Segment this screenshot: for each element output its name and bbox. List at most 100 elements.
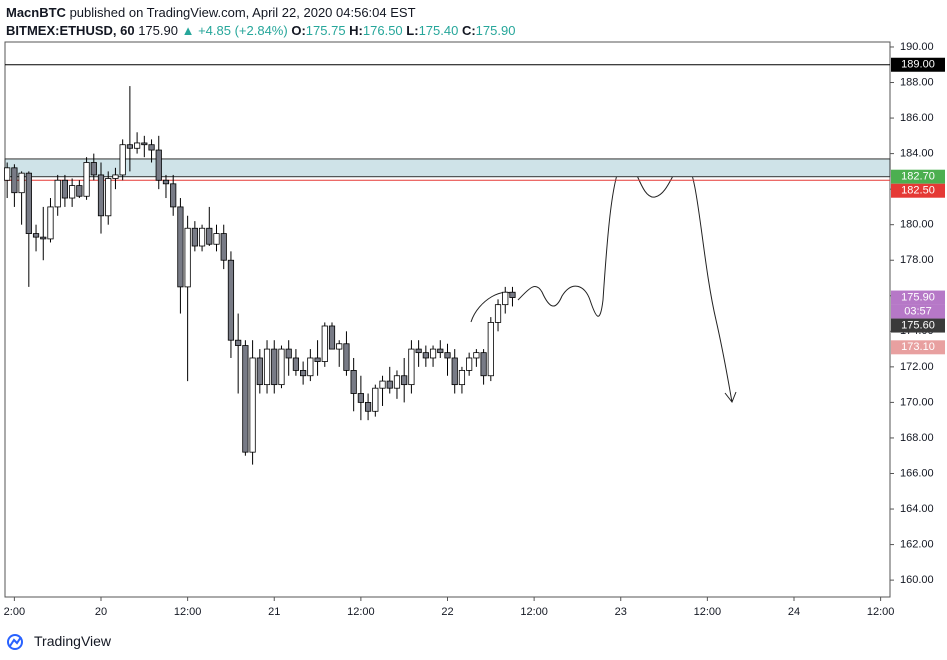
candle-body — [437, 348, 444, 354]
y-tick-label: 166.00 — [900, 467, 934, 479]
candle-body — [415, 348, 422, 354]
candle-body — [249, 357, 256, 453]
candle-body — [328, 325, 336, 350]
candle-body — [451, 357, 458, 386]
price-label: 173.10 — [891, 340, 945, 355]
price-label-box — [891, 340, 945, 355]
candle-body — [112, 174, 119, 179]
price-label-box — [891, 183, 945, 198]
price-label-text: 189.00 — [901, 59, 935, 71]
price-label-text: 175.60 — [901, 319, 935, 331]
candle-body — [307, 357, 314, 377]
candle-body — [11, 167, 18, 194]
price-label: 175.60 — [891, 318, 945, 333]
candle-body — [32, 233, 40, 238]
candle-body — [83, 162, 90, 197]
candle-body — [97, 174, 105, 217]
price-label: 189.00 — [891, 57, 945, 72]
x-tick-label: 12:00 — [520, 606, 548, 618]
candle-body — [256, 357, 263, 386]
x-tick-label: 22 — [441, 606, 453, 618]
candle-body — [47, 206, 54, 240]
candle-body — [242, 345, 249, 453]
x-tick-label: 12:00 — [867, 606, 895, 618]
y-tick-label: 178.00 — [900, 254, 934, 266]
candle-body — [18, 172, 25, 194]
y-tick-label: 186.00 — [900, 112, 934, 124]
y-tick-label: 180.00 — [900, 219, 934, 231]
candle-body — [198, 227, 206, 247]
candle-body — [480, 352, 487, 377]
x-tick-label: 21 — [268, 606, 280, 618]
candle-body — [155, 149, 162, 181]
x-tick-label: 20 — [95, 606, 107, 618]
candle-body — [220, 233, 227, 261]
candle-body — [444, 352, 451, 359]
candle-body — [263, 348, 271, 386]
x-tick-label: 24 — [788, 606, 800, 618]
price-label-box — [891, 318, 945, 333]
candle-body — [292, 357, 300, 371]
candle-body — [386, 380, 393, 389]
ohlc-value: 175.90 — [475, 23, 516, 38]
published: published on TradingView.com, April 22, … — [69, 5, 416, 20]
candle-body — [227, 259, 235, 341]
candle-body — [25, 172, 32, 234]
y-tick-label: 164.00 — [900, 503, 934, 515]
candle-body — [502, 291, 509, 306]
candle-body — [372, 387, 379, 412]
y-tick-label: 172.00 — [900, 361, 934, 373]
candle-body — [90, 162, 97, 176]
candle-body — [61, 179, 69, 199]
candle-body — [54, 179, 61, 208]
candle-body — [401, 375, 408, 386]
ohlc-key: O: — [291, 23, 306, 38]
y-tick-label: 170.00 — [900, 396, 934, 408]
ohlc-value: 175.75 — [305, 23, 346, 38]
price-label-text: 175.90 — [901, 291, 935, 303]
ohlc-value: 175.40 — [418, 23, 459, 38]
price-label-box — [891, 290, 945, 305]
candle-body — [494, 304, 502, 323]
price-label: 175.90 03:57 — [891, 290, 945, 319]
x-tick-label: 12:00 — [694, 606, 722, 618]
footer: TradingView — [34, 633, 111, 649]
x-tick-label: 23 — [615, 606, 627, 618]
ohlc-key: H: — [349, 23, 363, 38]
candle-body — [429, 348, 437, 359]
candle-body — [285, 348, 292, 359]
ohlc-key: L: — [406, 23, 419, 38]
y-tick-label: 184.00 — [900, 148, 934, 160]
candle-body — [466, 357, 473, 371]
candle-body — [321, 325, 328, 362]
candle-body — [235, 339, 242, 346]
candle-body — [162, 179, 170, 185]
candle-body — [105, 178, 112, 217]
ohlc-key: C: — [461, 23, 476, 38]
header: MacnBTC published on TradingView.com, Ap… — [6, 4, 515, 40]
y-tick-label: 160.00 — [900, 574, 934, 586]
candle-body — [184, 227, 191, 288]
candle-body — [126, 144, 133, 149]
countdown-box — [891, 304, 945, 319]
plot-frame — [4, 41, 891, 598]
symbol: BITMEX:ETHUSD, 60 — [6, 23, 135, 38]
candle-body — [408, 348, 415, 386]
candle-body — [314, 357, 321, 362]
price-label-box — [891, 57, 945, 72]
x-tick-label: 2:00 — [4, 606, 25, 618]
candle-body — [350, 370, 357, 394]
candle-body — [300, 370, 307, 377]
candle-body — [487, 322, 494, 377]
x-tick-label: 12:00 — [174, 606, 202, 618]
countdown-text: 03:57 — [904, 305, 932, 317]
x-tick-label: 12:00 — [347, 606, 375, 618]
candle-body — [473, 352, 480, 359]
candle-body — [458, 370, 466, 386]
y-tick-label: 188.00 — [900, 76, 934, 88]
candle-body — [213, 233, 220, 245]
price-label: 182.50 — [891, 183, 945, 198]
zone — [4, 158, 891, 178]
candle-body — [343, 343, 350, 371]
ohlc: O:175.75 H:176.50 L:175.40 C:175.90 — [291, 23, 515, 38]
